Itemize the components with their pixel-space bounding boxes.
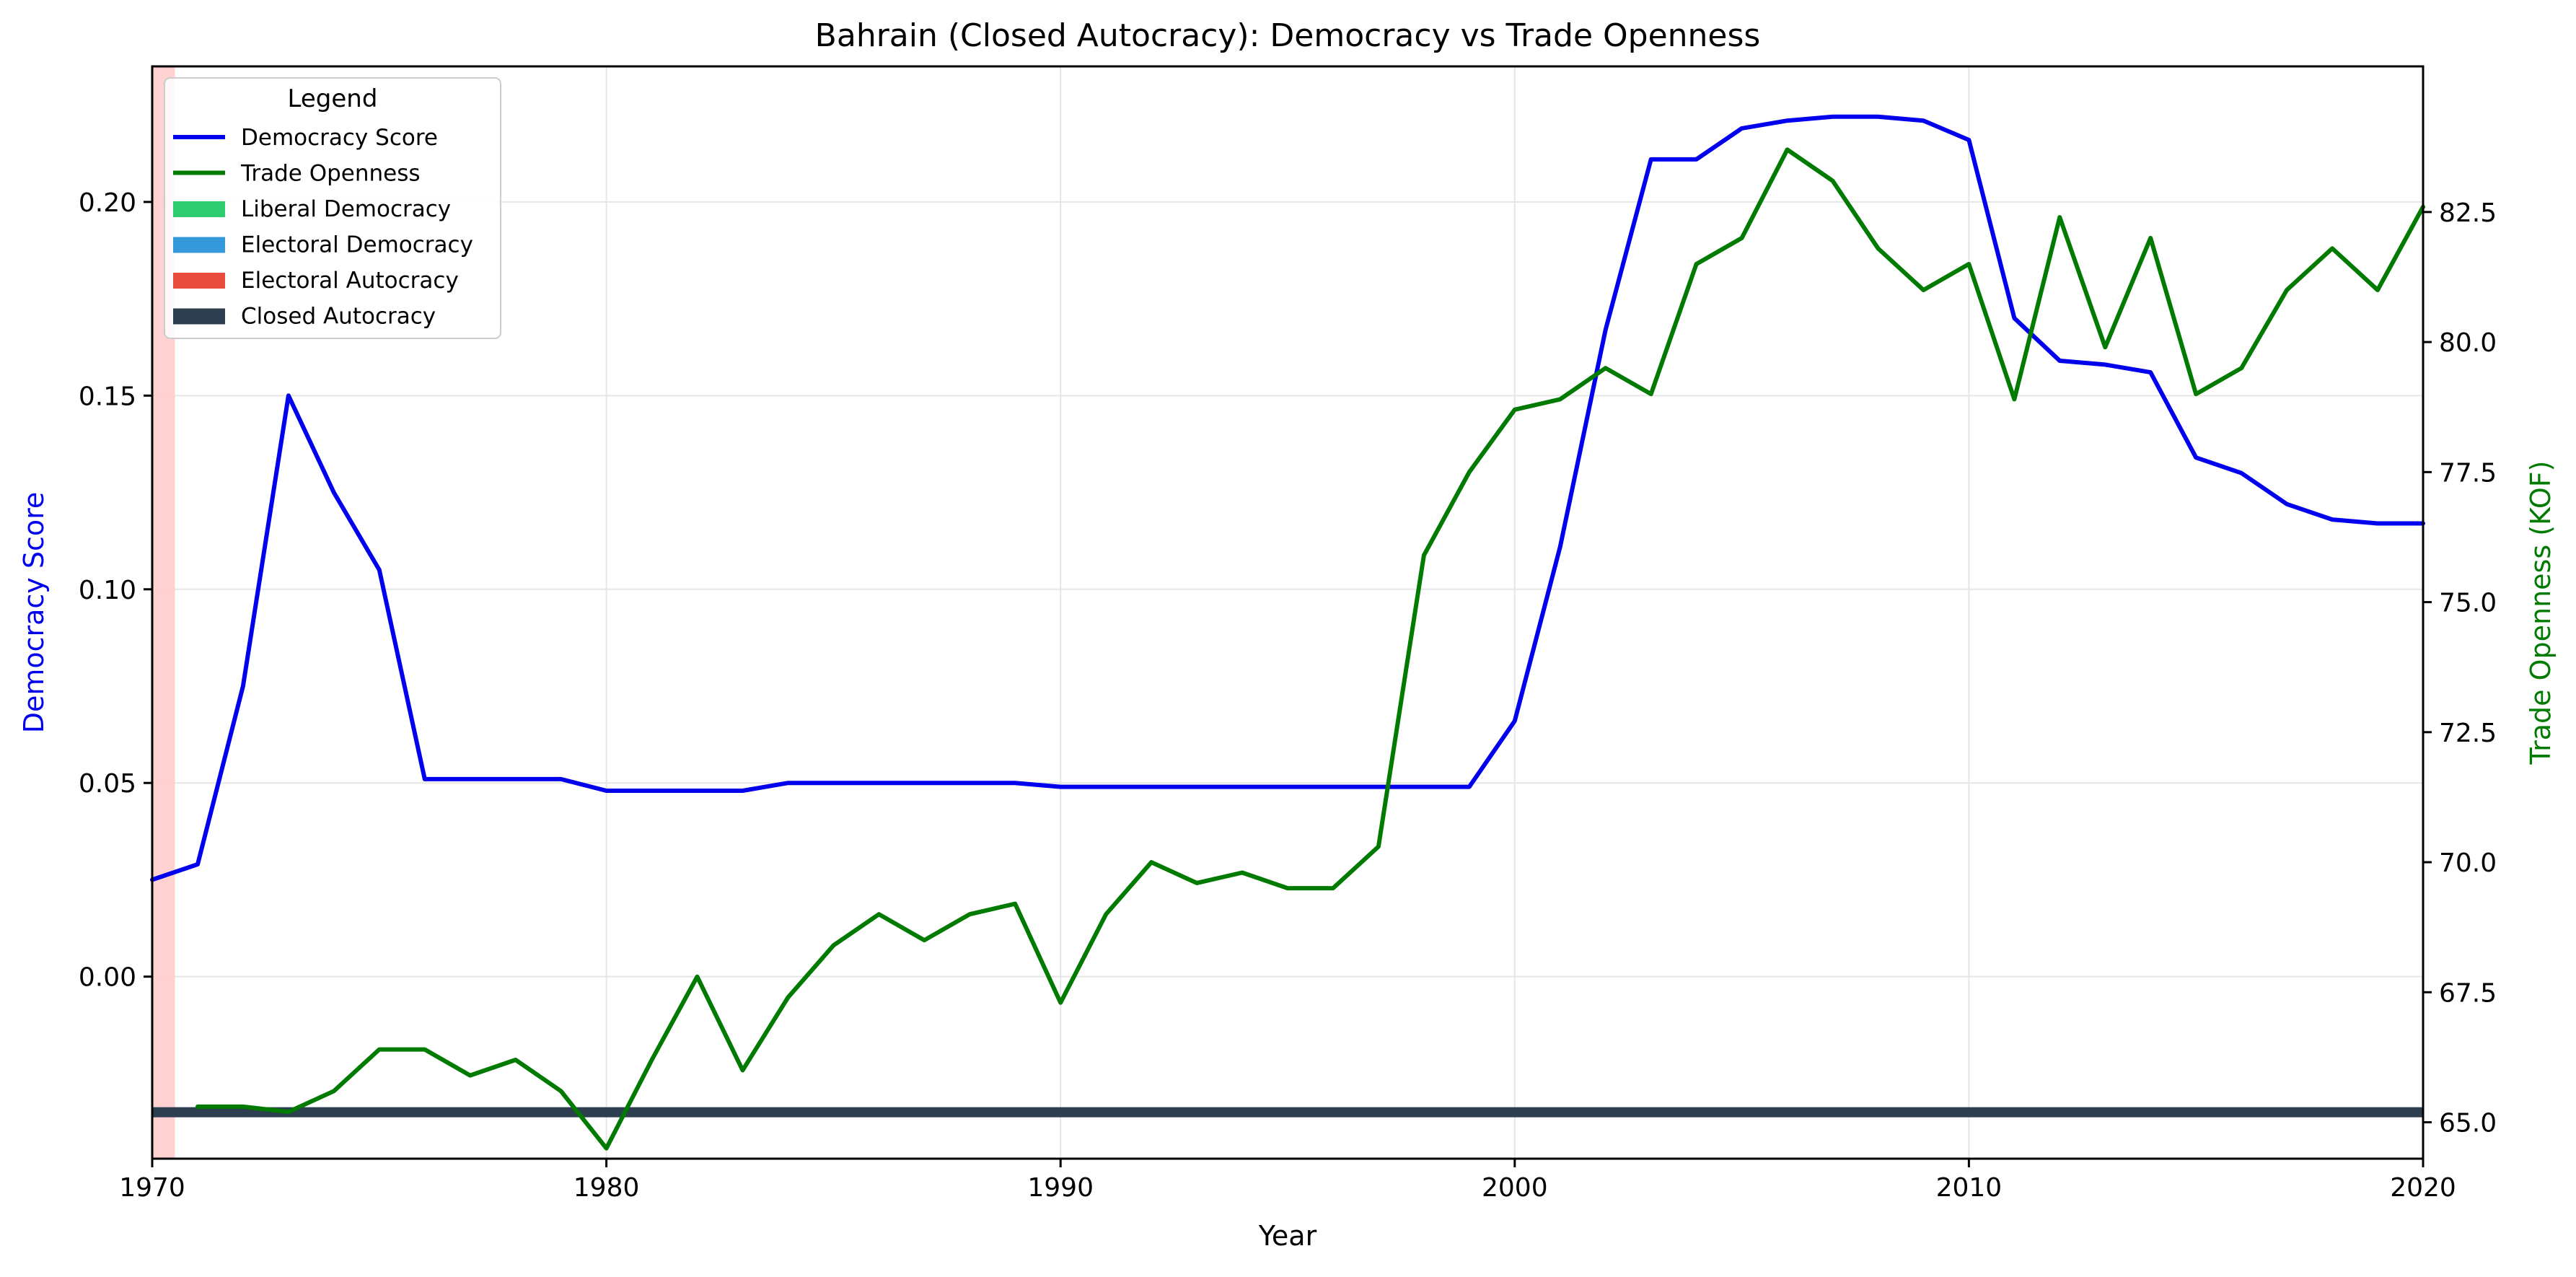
legend-label-liberal-democracy: Liberal Democracy [241, 196, 451, 222]
y-left-tick-label: 0.20 [79, 188, 136, 218]
y-left-tick-label: 0.15 [79, 382, 136, 411]
y-right-tick-label: 67.5 [2439, 978, 2497, 1008]
y-right-tick-label: 82.5 [2439, 198, 2497, 228]
y-right-tick-label: 70.0 [2439, 848, 2497, 878]
legend-swatch-electoral-autocracy [173, 273, 225, 289]
legend-swatch-liberal-democracy [173, 201, 225, 217]
trade-openness-line [195, 147, 2425, 1151]
y-left-tick-label: 0.00 [79, 963, 136, 993]
legend-entries: Democracy Score Trade Openness Liberal Dem… [173, 125, 473, 330]
x-tick-label: 1990 [1027, 1173, 1094, 1203]
legend: Legend Democracy Score Trade Openness Libe… [164, 77, 501, 339]
x-tick-label: 2000 [1482, 1173, 1548, 1203]
legend-label-electoral-autocracy: Electoral Autocracy [241, 268, 459, 294]
series-layer [150, 114, 2425, 1151]
y-right-tick-label: 65.0 [2439, 1109, 2497, 1138]
legend-swatch-electoral-democracy [173, 237, 225, 253]
right-y-axis: 65.0 67.5 70.0 72.5 75.0 77.5 80.0 82.5 [2423, 198, 2497, 1138]
grid-layer [151, 66, 2424, 1159]
x-tick-label: 1980 [573, 1173, 640, 1203]
legend-title: Legend [288, 84, 378, 113]
plot-frame [151, 65, 2425, 1160]
legend-label-closed-autocracy: Closed Autocracy [241, 304, 436, 330]
chart-title: Bahrain (Closed Autocracy): Democracy vs… [815, 17, 1761, 54]
x-tick-label: 1970 [119, 1173, 185, 1203]
legend-swatch-closed-autocracy [173, 308, 225, 325]
x-tick-label: 2010 [1936, 1173, 2003, 1203]
legend-label-democracy-score: Democracy Score [241, 125, 438, 151]
legend-label-trade-openness: Trade Openness [240, 161, 421, 187]
y-right-tick-label: 80.0 [2439, 328, 2497, 358]
y-right-tick-label: 72.5 [2439, 719, 2497, 748]
left-y-axis-label: Democracy Score [18, 492, 50, 734]
x-axis-label: Year [1258, 1220, 1317, 1252]
x-axis: 1970 1980 1990 2000 2010 2020 [119, 1159, 2456, 1203]
y-left-tick-label: 0.05 [79, 769, 136, 799]
right-y-axis-label: Trade Openness (KOF) [2525, 460, 2557, 765]
x-tick-label: 2020 [2390, 1173, 2456, 1203]
legend-label-electoral-democracy: Electoral Democracy [241, 232, 473, 258]
y-left-tick-label: 0.10 [79, 576, 136, 605]
democracy-score-line [150, 114, 2425, 882]
y-right-tick-label: 75.0 [2439, 589, 2497, 618]
y-right-tick-label: 77.5 [2439, 458, 2497, 488]
legend-box [164, 77, 501, 339]
left-y-axis: 0.00 0.05 0.10 0.15 0.20 [79, 188, 152, 993]
